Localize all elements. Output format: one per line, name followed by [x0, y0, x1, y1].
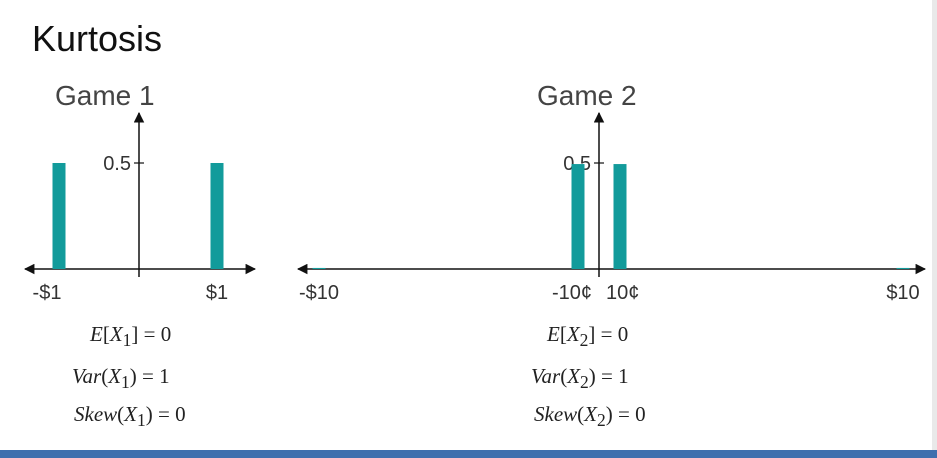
footer-bar	[0, 450, 937, 458]
game2-xtick-label: $10	[886, 282, 919, 304]
game2-skewness: Skew(X2) = 0	[534, 402, 646, 431]
game2-xtick-label: 10¢	[606, 282, 639, 304]
game1-bar	[210, 163, 224, 269]
game2-xtick-label: -10¢	[552, 282, 592, 304]
right-edge-strip	[932, 0, 937, 450]
game2-chart: 0.5-$10 -10¢ 10¢ $10	[296, 111, 927, 304]
game2-variance: Var(X2) = 1	[531, 364, 629, 393]
game1-variance: Var(X1) = 1	[72, 364, 170, 393]
game2-bar	[896, 267, 910, 269]
game2-bar	[312, 267, 326, 269]
game2-expectation: E[X2] = 0	[547, 322, 629, 351]
game2-chart-title: Game 2	[537, 80, 637, 111]
game1-bar	[52, 163, 66, 269]
game1-chart-title: Game 1	[55, 80, 155, 111]
game1-expectation: E[X1] = 0	[90, 322, 172, 351]
game1-ytick-label: 0.5	[103, 153, 131, 175]
game2-bar	[571, 164, 585, 269]
slide-title: Kurtosis	[32, 18, 163, 59]
game1-chart: 0.5 -$1 $1	[23, 111, 257, 304]
game1-skewness: Skew(X1) = 0	[74, 402, 186, 431]
game2-xtick-label: -$10	[299, 282, 339, 304]
game1-xtick-label: -$1	[33, 282, 62, 304]
game2-bar	[613, 164, 627, 269]
game1-xtick-label: $1	[206, 282, 228, 304]
